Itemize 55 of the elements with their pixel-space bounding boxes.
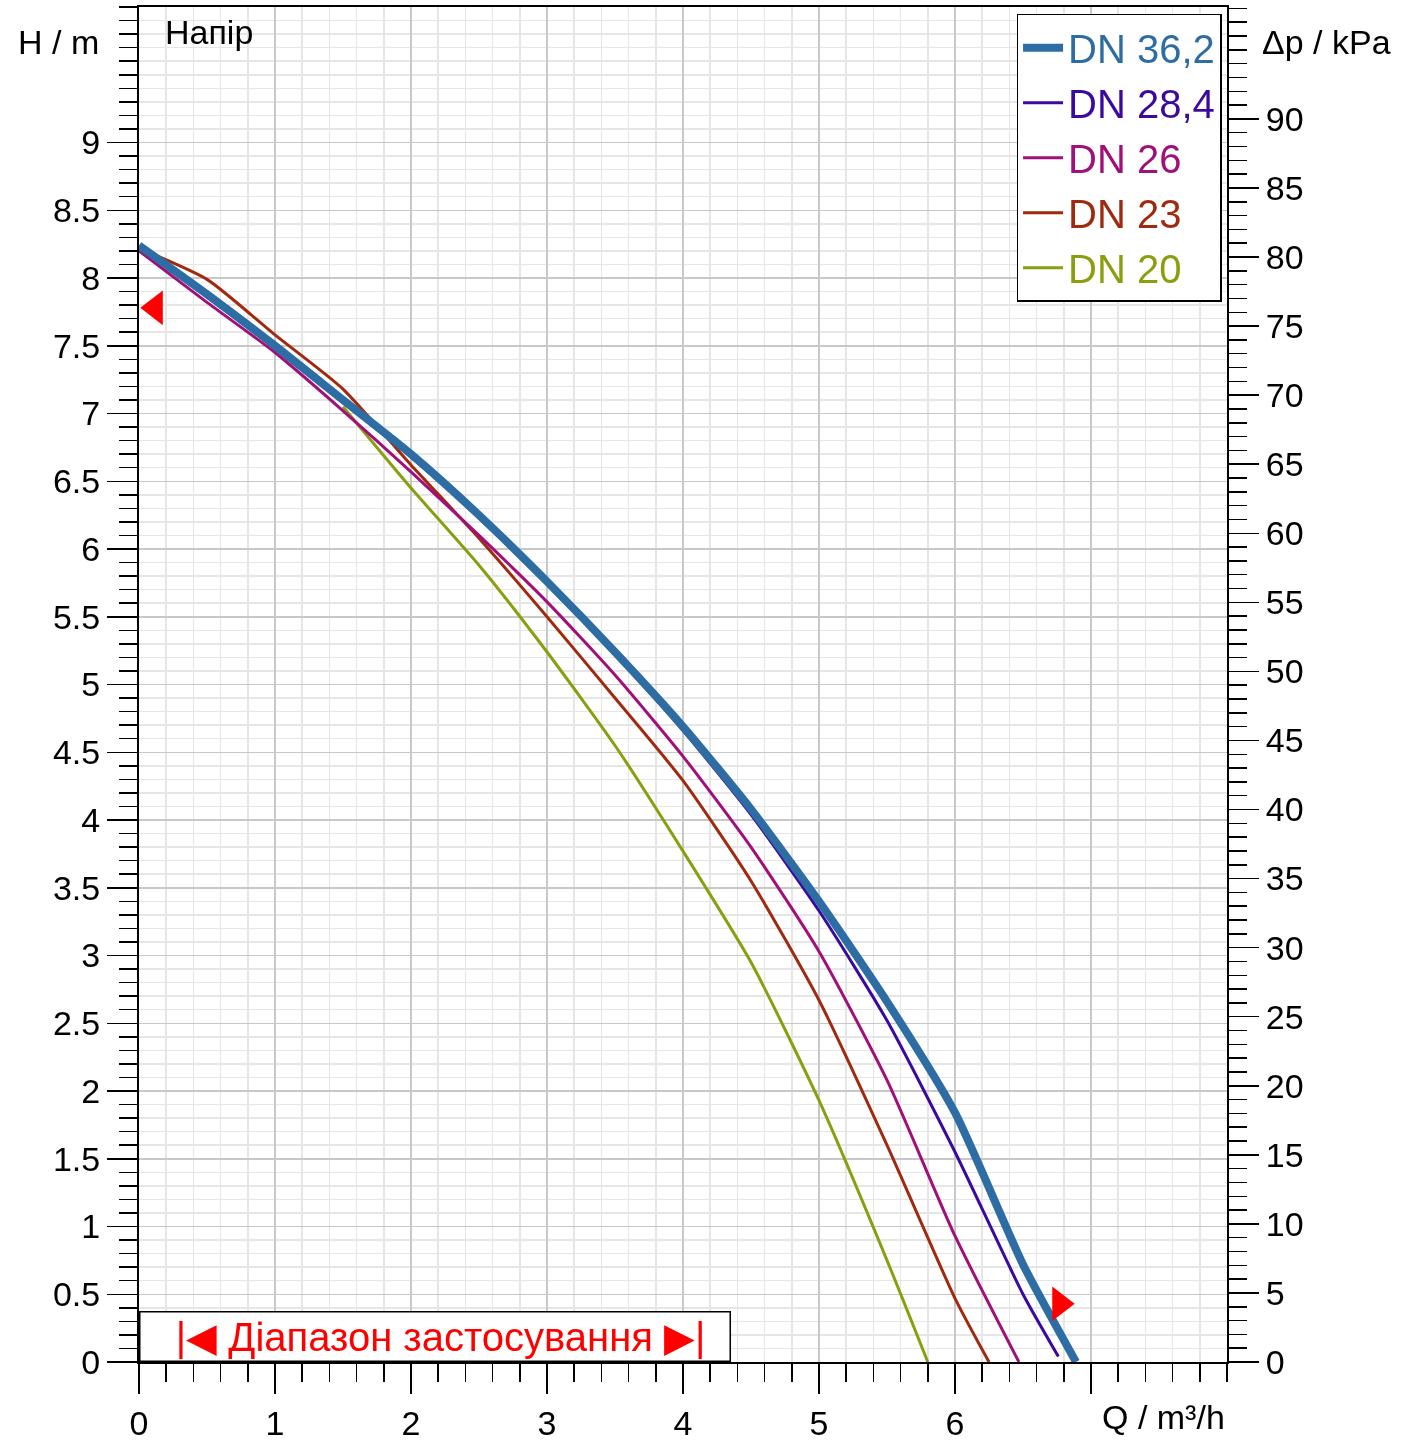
y2-tick-label: 55 bbox=[1265, 583, 1304, 622]
chart-title: Напір bbox=[165, 13, 254, 51]
legend-label: DN 23 bbox=[1068, 192, 1182, 237]
y-tick-label: 0.5 bbox=[52, 1275, 101, 1314]
x-tick-label: 4 bbox=[673, 1403, 693, 1442]
y-tick-label: 9 bbox=[81, 123, 101, 162]
x-tick-label: 5 bbox=[809, 1403, 829, 1442]
y2-tick-label: 45 bbox=[1265, 721, 1304, 760]
legend-label: DN 36,2 bbox=[1068, 27, 1215, 72]
x-tick-label: 2 bbox=[401, 1403, 421, 1442]
y2-tick-label: 60 bbox=[1265, 514, 1304, 553]
y-axis-title: H / m bbox=[18, 23, 100, 61]
y2-tick-label: 90 bbox=[1265, 99, 1304, 138]
y2-tick-label: 70 bbox=[1265, 376, 1304, 415]
x-axis-title: Q / m³/h bbox=[1102, 1398, 1225, 1436]
x-tick-label: 6 bbox=[945, 1403, 965, 1442]
y-tick-label: 1 bbox=[81, 1207, 101, 1246]
y-tick-label: 0 bbox=[81, 1342, 101, 1381]
y2-tick-label: 15 bbox=[1265, 1135, 1304, 1174]
y2-tick-label: 30 bbox=[1265, 928, 1304, 967]
y2-tick-label: 0 bbox=[1265, 1342, 1285, 1381]
legend-label: DN 28,4 bbox=[1068, 82, 1215, 127]
y-tick-label: 7.5 bbox=[52, 326, 101, 365]
y-tick-label: 1.5 bbox=[52, 1139, 101, 1178]
y-tick-label: 2.5 bbox=[52, 1004, 101, 1043]
y-tick-label: 5 bbox=[81, 665, 101, 704]
y2-tick-label: 65 bbox=[1265, 445, 1304, 484]
y-tick-label: 8.5 bbox=[52, 191, 101, 230]
x-tick-label: 3 bbox=[537, 1403, 557, 1442]
legend-label: DN 26 bbox=[1068, 137, 1182, 182]
y-tick-label: 4 bbox=[81, 800, 101, 839]
annotation: |◀ Діапазон застосування ▶| bbox=[142, 1314, 728, 1359]
y-tick-label: 2 bbox=[81, 1071, 101, 1110]
y2-axis-title: Δp / kPa bbox=[1262, 23, 1391, 61]
y-tick-label: 6.5 bbox=[52, 462, 101, 501]
x-tick-label: 1 bbox=[265, 1403, 285, 1442]
y2-tick-label: 85 bbox=[1265, 168, 1304, 207]
legend-label: DN 20 bbox=[1068, 247, 1182, 292]
y2-tick-label: 10 bbox=[1265, 1204, 1304, 1243]
y2-tick-label: 80 bbox=[1265, 237, 1304, 276]
y-tick-label: 6 bbox=[81, 529, 101, 568]
y-tick-label: 5.5 bbox=[52, 597, 101, 636]
y-tick-label: 8 bbox=[81, 258, 101, 297]
y-tick-label: 4.5 bbox=[52, 733, 101, 772]
y2-tick-label: 25 bbox=[1265, 997, 1304, 1036]
y2-tick-label: 40 bbox=[1265, 790, 1304, 829]
y2-tick-label: 35 bbox=[1265, 859, 1304, 898]
y-tick-label: 7 bbox=[81, 394, 101, 433]
y2-tick-label: 5 bbox=[1265, 1273, 1285, 1312]
x-tick-label: 0 bbox=[129, 1403, 149, 1442]
y-tick-label: 3.5 bbox=[52, 868, 101, 907]
y2-tick-label: 50 bbox=[1265, 652, 1304, 691]
y2-tick-label: 75 bbox=[1265, 306, 1304, 345]
y2-tick-label: 20 bbox=[1265, 1066, 1304, 1105]
y-tick-label: 3 bbox=[81, 936, 101, 975]
